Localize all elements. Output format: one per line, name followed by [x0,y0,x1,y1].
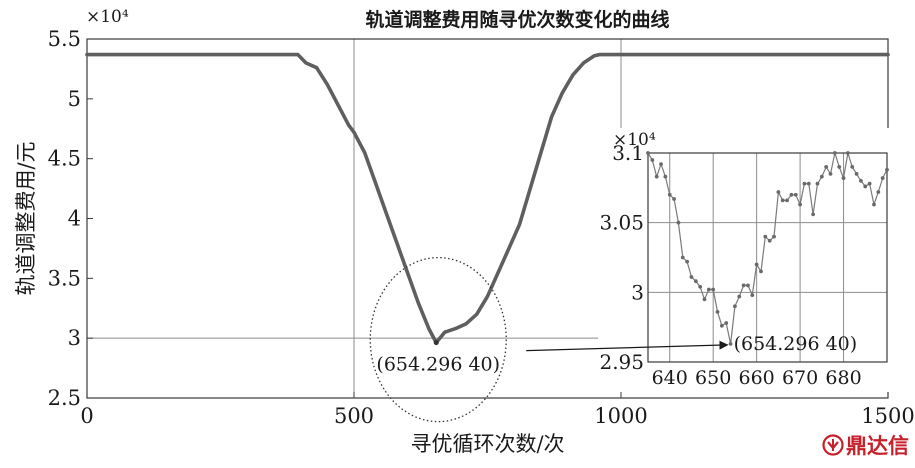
inset-data-point [824,165,829,169]
inset-data-point [802,181,807,186]
inset-data-point [819,174,824,179]
inset-data-point [659,162,663,167]
x-axis-label: 寻优循环次数/次 [410,432,564,456]
y-tick-label: 4 [68,207,81,231]
zoom-arrow [526,340,729,352]
inset-data-point [759,269,763,274]
inset-data-point [724,321,729,325]
inset-x-tick-label: 680 [825,367,861,389]
inset-x-tick-label: 660 [739,367,775,389]
x-tick-label: 500 [334,404,374,428]
x-tick-label: 1500 [861,404,914,428]
inset-data-point [667,192,672,197]
watermark-text: 鼎达信 [846,434,909,458]
min-annotation-label: (654.296 40) [376,354,500,376]
inset-data-point [741,283,746,288]
inset-data-point [798,202,802,207]
inset-data-point [672,197,676,201]
inset-data-point [772,234,776,239]
inset-data-point [854,172,859,176]
inset-data-point [706,287,711,292]
y-tick-label: 5 [68,87,81,111]
inset-y-multiplier-label: ×10⁴ [613,130,656,150]
inset-data-point [719,323,724,328]
highlight-circle [369,256,507,423]
inset-frame [647,152,888,363]
chart-title: 轨道调整费用随寻优次数变化的曲线 [365,8,669,31]
inset-data-point [646,151,650,155]
y-multiplier-label: ×10⁴ [86,7,129,27]
inset-data-point [880,176,885,180]
inset-data-point [763,234,768,239]
inset-data-point [841,176,846,180]
inset-x-tick-label: 650 [695,367,731,389]
x-tick-label: 1000 [594,404,647,428]
inset-data-point [680,255,685,260]
inset-data-point [746,283,750,288]
inset-data-point [676,220,681,225]
inset-data-point [832,151,837,155]
inset-data-point [776,190,781,194]
inset-data-point [789,192,794,197]
inset-data-point [876,190,881,194]
inset-data-point [767,238,772,243]
inset-data-point [650,158,655,162]
inset-data-point [815,181,820,186]
watermark: 鼎达信 [822,430,909,460]
inset-data-point [845,151,850,155]
inset-series-line [647,150,888,345]
inset-data-point [698,284,703,289]
inset-data-point [859,178,863,183]
inset-data-point [702,297,707,302]
inset-x-tick-label: 640 [652,367,688,389]
inset-min-annotation-label: (654.296 40) [734,333,858,355]
inset-data-point [850,165,855,169]
inset-data-point [863,184,868,189]
y-tick-label: 3 [68,326,81,350]
inset-data-point [733,304,737,309]
inset-data-point [785,198,789,203]
y-tick-label: 3.5 [48,266,81,290]
inset-data-point [867,181,872,186]
inset-data-point [828,172,833,176]
min-point [433,340,439,346]
inset-data-point [806,181,811,186]
x-tick-label: 0 [80,404,93,428]
inset-data-point [689,275,694,279]
y-tick-label: 2.5 [48,386,81,410]
y-tick-label: 4.5 [48,147,81,171]
inset-data-point [663,174,668,179]
inset-y-tick-label: 2.95 [599,350,644,374]
inset-data-point [837,165,842,169]
inset-x-tick-label: 670 [782,367,818,389]
inset-chart: ×10⁴ 2.95 3 3.05 3.1 640 650 660 670 680 (654.296 … [598,128,892,392]
inset-data-point [754,262,759,267]
inset-data-point [885,167,889,172]
inset-y-tick-label: 3.05 [599,211,644,235]
inset-data-point [793,192,798,197]
inset-data-point [711,287,716,292]
y-tick-label: 5.5 [48,27,81,51]
inset-y-tick-label: 3.1 [612,141,644,165]
inset-data-point [750,293,755,298]
inset-data-point [780,198,785,203]
inset-data-point [737,294,742,299]
y-axis-label: 轨道调整费用/元 [14,141,38,295]
inset-data-point [685,259,690,264]
inset-data-point [872,202,876,207]
inset-y-tick-label: 3 [631,280,644,304]
inset-data-point [715,309,720,314]
inset-data-point [654,174,659,179]
series-line [85,52,890,345]
inset-data-point [693,279,698,284]
brand-logo-icon [822,434,844,456]
inset-data-point [728,341,733,346]
inset-data-point [811,212,816,217]
inset-background [598,128,892,392]
